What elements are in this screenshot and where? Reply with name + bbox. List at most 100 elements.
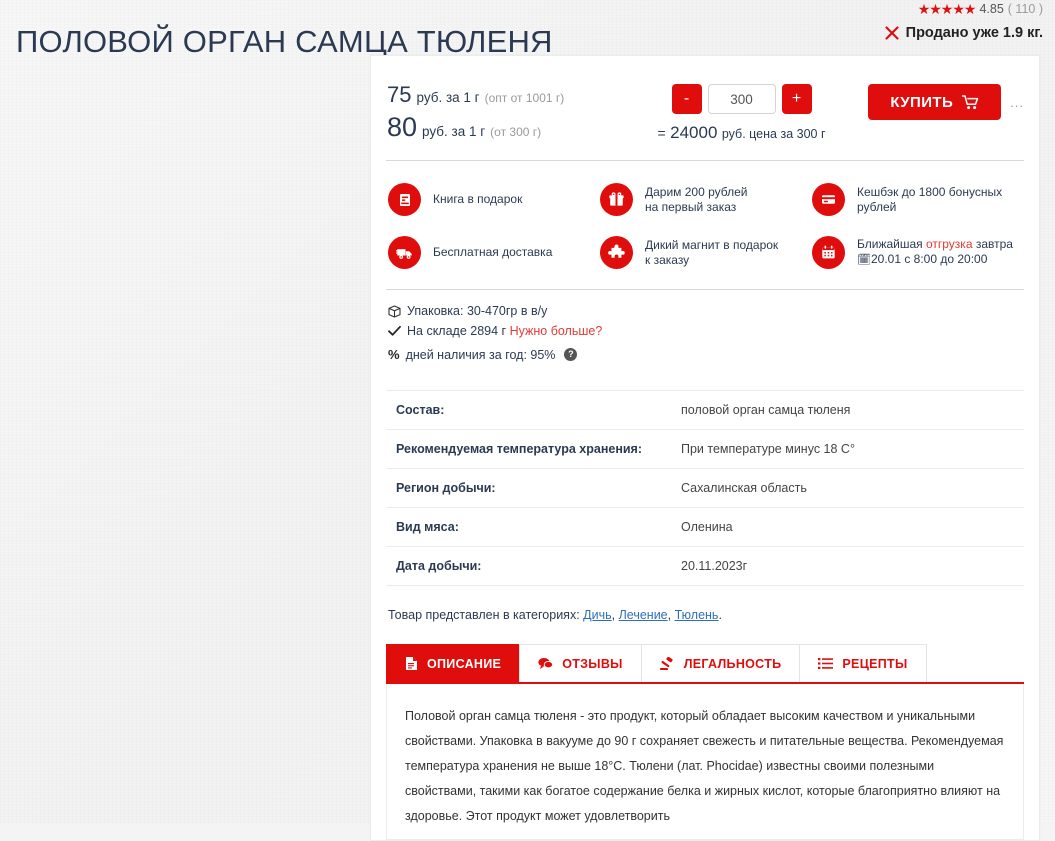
tab-recipes[interactable]: РЕЦЕПТЫ	[799, 644, 927, 682]
rating-value: 4.85	[979, 2, 1004, 16]
benefit-label: Дикий магнит в подарок к заказу	[645, 237, 779, 267]
packaging-label: Упаковка: 30-470гр в в/у	[407, 304, 548, 318]
benefit-item: Дарим 200 рублей на первый заказ	[600, 183, 812, 216]
quantity-input[interactable]	[707, 84, 776, 114]
rating-block: ★★★★★ 4.85 ( 110 ) Продано уже 1.9 кг.	[884, 1, 1043, 41]
benefit-label: Книга в подарок	[433, 192, 523, 206]
tab-legality[interactable]: ЛЕГАЛЬНОСТЬ	[640, 644, 801, 682]
categories-prefix: Товар представлен в категориях:	[388, 608, 584, 622]
need-more-link[interactable]: Нужно больше?	[509, 324, 603, 338]
price-note: (опт от 1001 г)	[484, 91, 565, 105]
spec-value: Сахалинская область	[681, 481, 807, 495]
more-options-label[interactable]: ...	[1010, 94, 1024, 110]
calendar-icon	[812, 236, 845, 269]
description-panel: Половой орган самца тюленя - это продукт…	[386, 684, 1024, 840]
stock-info: Упаковка: 30-470гр в в/у На складе 2894 …	[386, 290, 1024, 376]
check-icon	[388, 325, 401, 337]
quantity-decrement-button[interactable]: -	[671, 84, 702, 114]
help-icon[interactable]: ?	[564, 348, 578, 361]
spec-key: Вид мяса:	[396, 520, 459, 534]
spec-value: При температуре минус 18 C°	[681, 442, 855, 456]
tab-description[interactable]: ОПИСАНИЕ	[386, 644, 521, 682]
shopping-cart-icon	[962, 94, 979, 110]
benefit-item: Ближайшая отгрузка завтра 🗓20.01 с 8:00 …	[812, 236, 1024, 269]
gavel-icon	[659, 656, 675, 671]
puzzle-icon	[600, 236, 633, 269]
price-amount: 80	[387, 112, 418, 142]
divider-top	[386, 160, 1024, 161]
crossed-cutlery-icon	[884, 25, 900, 41]
product-page: ПОЛОВОЙ ОРГАН САМЦА ТЮЛЕНЯ ★★★★★ 4.85 ( …	[16, 1, 1043, 841]
buy-button-label: КУПИТЬ	[890, 93, 954, 111]
cta-column: КУПИТЬ ...	[834, 82, 1024, 120]
category-link-tyulen[interactable]: Тюлень	[674, 608, 719, 622]
sold-row: Продано уже 1.9 кг.	[884, 25, 1043, 41]
packaging-line: Упаковка: 30-470гр в в/у	[388, 304, 1024, 318]
tab-label: РЕЦЕПТЫ	[842, 656, 908, 671]
page-title: ПОЛОВОЙ ОРГАН САМЦА ТЮЛЕНЯ	[16, 23, 553, 59]
truck-icon	[388, 236, 421, 269]
calendar-mini-icon: 🗓	[857, 254, 871, 266]
benefit-label: Ближайшая отгрузка завтра 🗓20.01 с 8:00 …	[857, 237, 1013, 266]
benefit-label: Дарим 200 рублей на первый заказ	[645, 184, 748, 214]
purchase-row: 75 руб. за 1 г (опт от 1001 г) 80 руб. з…	[386, 56, 1024, 160]
box-icon	[388, 304, 401, 318]
quantity-stepper: - +	[649, 84, 834, 114]
availability-label: дней наличия за год: 95%	[405, 347, 556, 362]
total-equals: =	[657, 125, 666, 141]
benefit-item: Дикий магнит в подарок к заказу	[600, 236, 812, 269]
spec-value: Оленина	[681, 520, 733, 534]
table-row: Дата добычи: 20.11.2023г	[386, 547, 1024, 586]
table-row: Рекомендуемая температура хранения: При …	[386, 430, 1024, 469]
category-link-lechenie[interactable]: Лечение	[618, 608, 668, 622]
categories-suffix: .	[718, 608, 722, 622]
benefit-label: Бесплатная доставка	[433, 245, 553, 259]
spec-key: Состав:	[396, 403, 445, 417]
table-row: Регион добычи: Сахалинская область	[386, 469, 1024, 508]
benefit-item: Книга в подарок	[388, 183, 600, 216]
price-tier: 80 руб. за 1 г (от 300 г)	[387, 112, 649, 143]
quantity-column: - + = 24000 руб. цена за 300 г	[649, 82, 834, 143]
price-tier: 75 руб. за 1 г (опт от 1001 г)	[387, 82, 649, 108]
quantity-increment-button[interactable]: +	[781, 84, 812, 114]
price-amount: 75	[387, 82, 412, 107]
description-text: Половой орган самца тюленя - это продукт…	[405, 709, 1004, 823]
document-icon	[405, 656, 418, 671]
spec-key: Регион добычи:	[396, 481, 496, 495]
tab-label: ОТЗЫВЫ	[562, 656, 623, 671]
tab-label: ЛЕГАЛЬНОСТЬ	[683, 656, 782, 671]
specifications-table: Состав: половой орган самца тюленя Реком…	[386, 390, 1024, 586]
gift-icon	[600, 183, 633, 216]
buy-button[interactable]: КУПИТЬ	[868, 84, 1002, 120]
rating-row: ★★★★★ 4.85 ( 110 )	[884, 1, 1043, 17]
comment-icon	[538, 657, 554, 670]
spec-value: половой орган самца тюленя	[681, 403, 851, 417]
price-note: (от 300 г)	[490, 125, 542, 139]
price-unit: руб. за 1 г	[422, 124, 486, 139]
tab-reviews[interactable]: ОТЗЫВЫ	[519, 644, 642, 682]
list-icon	[818, 657, 834, 670]
quantity-total: = 24000 руб. цена за 300 г	[649, 123, 834, 143]
tab-label: ОПИСАНИЕ	[427, 656, 502, 671]
categories-line: Товар представлен в категориях: Дичь, Ле…	[388, 608, 722, 622]
book-icon	[388, 183, 421, 216]
rating-count[interactable]: ( 110 )	[1007, 2, 1043, 16]
star-rating-icon: ★★★★★	[917, 1, 977, 17]
divider-bottom	[386, 289, 1024, 290]
spec-key: Дата добычи:	[396, 559, 482, 573]
instock-label: На складе 2894 г Нужно больше?	[407, 324, 603, 338]
table-row: Состав: половой орган самца тюленя	[386, 390, 1024, 430]
price-unit: руб. за 1 г	[416, 90, 480, 105]
percent-icon: %	[388, 347, 400, 362]
category-link-dich[interactable]: Дичь	[583, 608, 612, 622]
spec-key: Рекомендуемая температура хранения:	[396, 442, 643, 456]
table-row: Вид мяса: Оленина	[386, 508, 1024, 547]
benefit-label: Кешбэк до 1800 бонусных рублей	[857, 184, 1003, 214]
shipment-date-line: 🗓20.01 с 8:00 до 20:00	[857, 252, 988, 266]
benefit-item: Бесплатная доставка	[388, 236, 600, 269]
product-card: 75 руб. за 1 г (опт от 1001 г) 80 руб. з…	[370, 55, 1040, 841]
benefits-grid: Книга в подарок Дарим 200 рублей на перв…	[386, 161, 1024, 289]
tab-bar: ОПИСАНИЕ ОТЗЫВЫ ЛЕГАЛЬНОСТЬ	[386, 644, 1024, 684]
total-sum: 24000	[670, 123, 718, 142]
sold-label: Продано уже 1.9 кг.	[905, 25, 1043, 41]
